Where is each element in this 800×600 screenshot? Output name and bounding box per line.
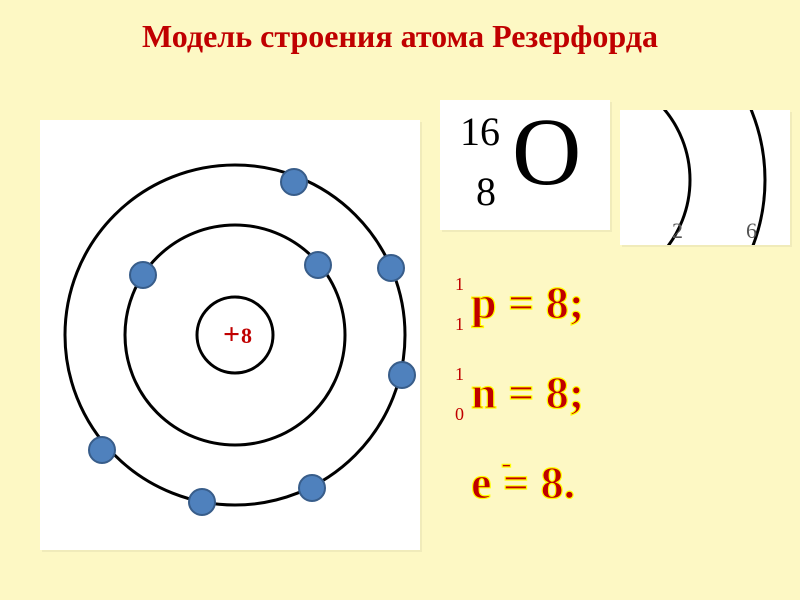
particle-sup: 1 (455, 274, 464, 295)
slide-title: Модель строения атома Резерфорда (0, 18, 800, 55)
electron-charge-icon: - (501, 444, 512, 481)
particle-equation: n = 8; (471, 366, 584, 419)
nucleus-plus-icon: + (223, 318, 240, 351)
atomic-number: 8 (476, 168, 496, 215)
particle-equation: p = 8; (471, 276, 584, 329)
particle-row: 1 0 n = 8; (455, 360, 785, 450)
isotope-panel: 16 8 O (440, 100, 610, 230)
particle-row: 1 1 p = 8; (455, 270, 785, 360)
shell-electron-count: 2 (672, 218, 683, 243)
shells-panel: 26 (620, 110, 790, 245)
nucleus-charge: 8 (241, 323, 252, 348)
element-symbol: O (512, 104, 581, 200)
shell-electron-count: 6 (746, 218, 757, 243)
slide: Модель строения атома Резерфорда +8 16 8… (0, 0, 800, 600)
particle-sub: 0 (455, 404, 464, 425)
particle-sup: 1 (455, 364, 464, 385)
particle-row: e = 8.- (455, 450, 785, 540)
shells-diagram: 26 (620, 110, 790, 245)
particle-equation: e = 8. (471, 456, 575, 509)
particle-counts: 1 1 p = 8; 1 0 n = 8; e = 8.- (455, 270, 785, 540)
particle-sub: 1 (455, 314, 464, 335)
mass-number: 16 (460, 108, 500, 155)
atom-panel: +8 (40, 120, 420, 550)
atom-diagram: +8 (40, 120, 420, 550)
